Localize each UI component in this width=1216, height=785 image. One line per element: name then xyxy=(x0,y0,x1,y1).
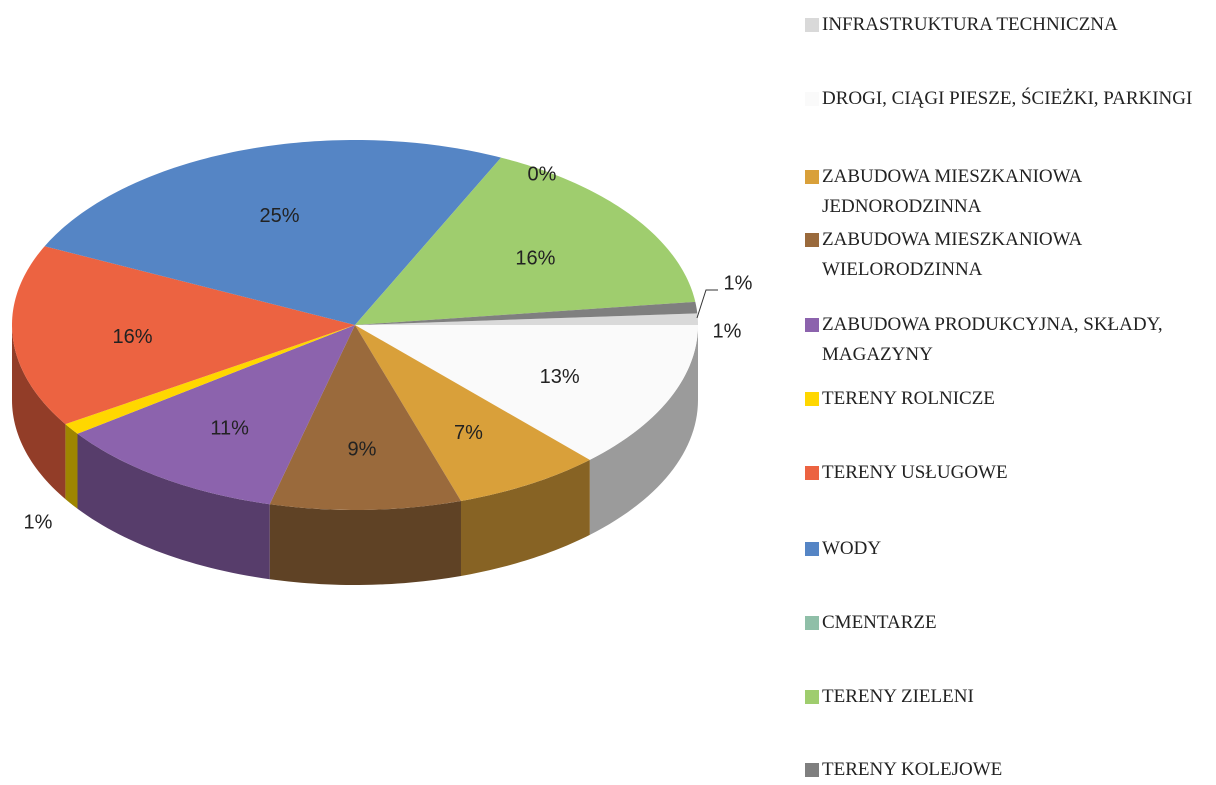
legend-label: ZABUDOWA MIESZKANIOWA JEDNORODZINNA xyxy=(822,166,1082,217)
legend-entry: TERENY USŁUGOWE xyxy=(805,458,1210,488)
data-label: 16% xyxy=(112,326,152,348)
legend-marker xyxy=(805,18,819,32)
legend-label: TERENY USŁUGOWE xyxy=(822,462,1008,483)
legend-entry: WODY xyxy=(805,534,1210,564)
slice xyxy=(355,157,696,325)
legend-marker xyxy=(805,392,819,406)
data-label: 1% xyxy=(24,511,53,533)
legend-marker xyxy=(805,318,819,332)
slice xyxy=(269,325,461,510)
legend-marker xyxy=(805,466,819,480)
slice-side xyxy=(460,459,590,576)
slice xyxy=(65,325,356,434)
legend-entry: DROGI, CIĄGI PIESZE, ŚCIEŻKI, PARKINGI xyxy=(805,84,1210,114)
legend-entry: TERENY ROLNICZE xyxy=(805,384,1210,414)
slice xyxy=(355,325,698,460)
data-label: 13% xyxy=(540,366,580,388)
legend-marker xyxy=(805,690,819,704)
chart: 1% 13% 7% 9% 11% 1% 16% 25% 0% 16% 1% xyxy=(12,140,753,585)
slice xyxy=(44,140,502,325)
slice xyxy=(12,246,356,425)
data-label: 9% xyxy=(348,438,377,460)
slice xyxy=(77,325,355,505)
slice xyxy=(355,157,502,325)
slice-side xyxy=(269,500,461,585)
data-label: 0% xyxy=(528,163,557,185)
data-label: 1% xyxy=(713,320,742,342)
legend-label: TERENY ROLNICZE xyxy=(822,388,995,409)
slice-side xyxy=(65,424,78,509)
legend-entry: ZABUDOWA MIESZKANIOWA JEDNORODZINNA xyxy=(805,162,1210,222)
legend-marker xyxy=(805,542,819,556)
legend-label: TERENY KOLEJOWE xyxy=(822,759,1003,780)
legend-entry: TERENY KOLEJOWE xyxy=(805,755,1210,785)
legend-label: INFRASTRUKTURA TECHNICZNA xyxy=(822,14,1118,35)
legend-label: WODY xyxy=(822,538,882,559)
legend-label: CMENTARZE xyxy=(822,612,937,633)
slice xyxy=(355,301,698,325)
legend-entry: ZABUDOWA MIESZKANIOWA WIELORODZINNA xyxy=(805,225,1210,285)
data-label: 11% xyxy=(210,418,249,440)
legend-entry: INFRASTRUKTURA TECHNICZNA xyxy=(805,10,1210,40)
legend-label: ZABUDOWA MIESZKANIOWA WIELORODZINNA xyxy=(822,229,1082,280)
legend-label: ZABUDOWA PRODUKCYJNA, SKŁADY, MAGAZYNY xyxy=(822,314,1163,365)
legend-label: DROGI, CIĄGI PIESZE, ŚCIEŻKI, PARKINGI xyxy=(822,88,1193,109)
legend-marker xyxy=(805,92,819,106)
data-label: 7% xyxy=(454,422,483,444)
legend-marker xyxy=(805,170,819,184)
slice xyxy=(355,325,590,501)
legend-marker xyxy=(805,763,819,777)
slice-side xyxy=(589,325,698,535)
data-label: 16% xyxy=(515,248,555,270)
leader-line xyxy=(696,289,718,319)
legend-marker xyxy=(805,616,819,630)
slice-side xyxy=(77,433,270,580)
legend-entry: ZABUDOWA PRODUKCYJNA, SKŁADY, MAGAZYNY xyxy=(805,310,1210,370)
data-label: 1% xyxy=(724,272,753,294)
data-label: 25% xyxy=(259,205,299,227)
slice xyxy=(355,313,698,325)
legend-label: TERENY ZIELENI xyxy=(822,686,974,707)
slice-side xyxy=(12,325,66,500)
legend-entry: TERENY ZIELENI xyxy=(805,682,1210,712)
legend-marker xyxy=(805,233,819,247)
legend-entry: CMENTARZE xyxy=(805,608,1210,638)
